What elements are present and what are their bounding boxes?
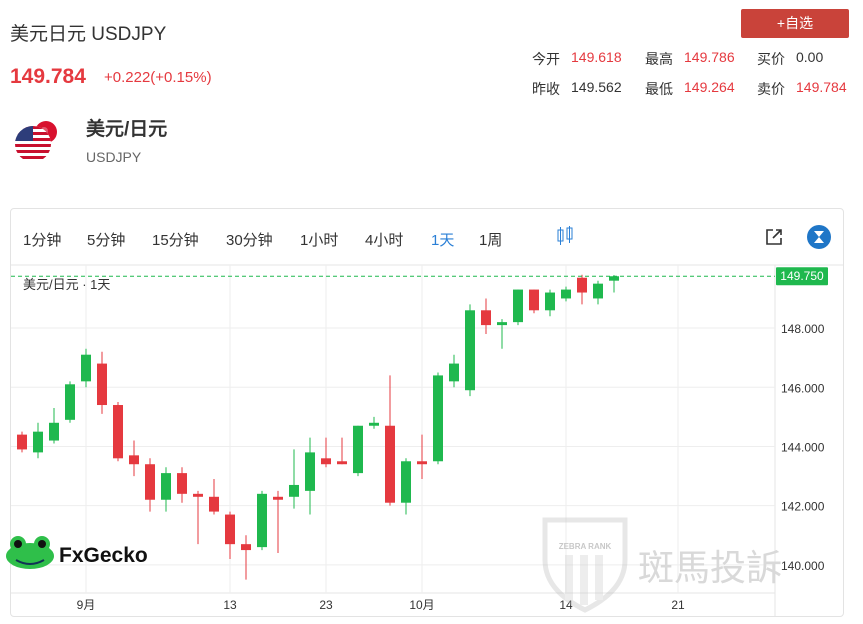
flag-icon <box>15 121 57 162</box>
candle-body <box>481 310 491 326</box>
watermark-text: ZEBRA RANK <box>559 542 612 551</box>
interval-tab[interactable]: 1周 <box>479 232 503 249</box>
candle-body <box>257 493 267 548</box>
candle-body <box>225 514 235 545</box>
candle-body <box>177 473 187 494</box>
y-tick-label: 146.000 <box>781 381 825 395</box>
stat-label: 买价 <box>757 51 785 67</box>
add-watchlist-button[interactable]: +自选 <box>741 9 849 38</box>
candle-body <box>321 458 331 465</box>
candle-body <box>609 276 619 281</box>
watermark-text: 斑馬投訴 <box>638 547 782 588</box>
candle-body <box>577 277 587 293</box>
candle-body <box>545 292 555 311</box>
candle-body <box>193 493 203 497</box>
chart-legend: 美元/日元 · 1天 <box>23 277 110 292</box>
interval-tab[interactable]: 5分钟 <box>87 232 126 249</box>
candle-body <box>241 544 251 551</box>
chart-card <box>10 208 844 617</box>
candle-body <box>305 452 315 491</box>
candle-body <box>353 425 363 474</box>
candle-body <box>81 354 91 382</box>
stat-value: 0.00 <box>796 49 824 65</box>
candle-body <box>289 484 299 497</box>
stat-label: 最低 <box>645 81 673 97</box>
candle-body <box>433 375 443 462</box>
asset-name: 美元/日元 <box>86 119 168 140</box>
candle-body <box>337 461 347 465</box>
stat-label: 今开 <box>532 51 560 67</box>
brand-text: FxGecko <box>59 544 148 567</box>
interval-tab[interactable]: 4小时 <box>365 232 404 249</box>
candle-body <box>49 422 59 441</box>
last-price-tag <box>776 267 828 286</box>
x-tick-label: 21 <box>671 598 685 612</box>
x-tick-label: 10月 <box>409 598 434 612</box>
candle-body <box>161 473 171 500</box>
price-change: +0.222(+0.15%) <box>104 69 212 86</box>
popout-icon[interactable] <box>764 227 784 247</box>
interval-tab[interactable]: 30分钟 <box>226 232 273 249</box>
x-tick-label: 23 <box>319 598 333 612</box>
frog-logo <box>6 536 54 569</box>
stat-value: 149.618 <box>571 49 622 65</box>
candle-body <box>529 289 539 311</box>
candle-body <box>129 455 139 465</box>
stat-value: 149.264 <box>684 79 735 95</box>
candle-body <box>513 289 523 323</box>
x-tick-label: 9月 <box>77 598 96 612</box>
candle-body <box>561 289 571 299</box>
price: 149.784 <box>10 65 86 88</box>
candle-body <box>97 363 107 406</box>
x-tick-label: 14 <box>559 598 573 612</box>
interval-tab[interactable]: 1小时 <box>300 232 339 249</box>
candle-body <box>385 425 395 503</box>
last-price-label: 149.750 <box>780 269 824 283</box>
candle-body <box>273 496 283 500</box>
y-tick-label: 144.000 <box>781 440 825 454</box>
watermark <box>542 517 628 613</box>
candle-body <box>33 431 43 453</box>
y-tick-label: 148.000 <box>781 322 825 336</box>
interval-tab[interactable]: 15分钟 <box>152 232 199 249</box>
candle-body <box>465 310 475 391</box>
candle-body <box>449 363 459 382</box>
stat-label: 最高 <box>645 51 673 67</box>
candle-body <box>209 496 219 512</box>
logo-icon[interactable] <box>807 225 831 249</box>
stat-value: 149.786 <box>684 49 735 65</box>
candle-body <box>145 464 155 500</box>
y-tick-label: 142.000 <box>781 500 825 514</box>
title: 美元日元 USDJPY <box>10 24 167 45</box>
candle-body <box>113 405 123 459</box>
interval-tab[interactable]: 1分钟 <box>23 232 62 249</box>
candle-body <box>401 461 411 503</box>
candle-body <box>369 422 379 426</box>
stat-label: 昨收 <box>532 81 560 97</box>
candle-body <box>65 384 75 420</box>
asset-code: USDJPY <box>86 149 142 165</box>
stat-value: 149.784 <box>796 79 847 95</box>
candle-body <box>497 322 507 326</box>
stat-value: 149.562 <box>571 79 622 95</box>
candle-body <box>417 461 427 465</box>
interval-tab[interactable]: 1天 <box>431 232 455 249</box>
x-tick-label: 13 <box>223 598 237 612</box>
candle-body <box>17 434 27 450</box>
candle-type-icon[interactable] <box>555 226 575 246</box>
candle-body <box>593 283 603 299</box>
y-tick-label: 140.000 <box>781 559 825 573</box>
stat-label: 卖价 <box>757 81 785 97</box>
